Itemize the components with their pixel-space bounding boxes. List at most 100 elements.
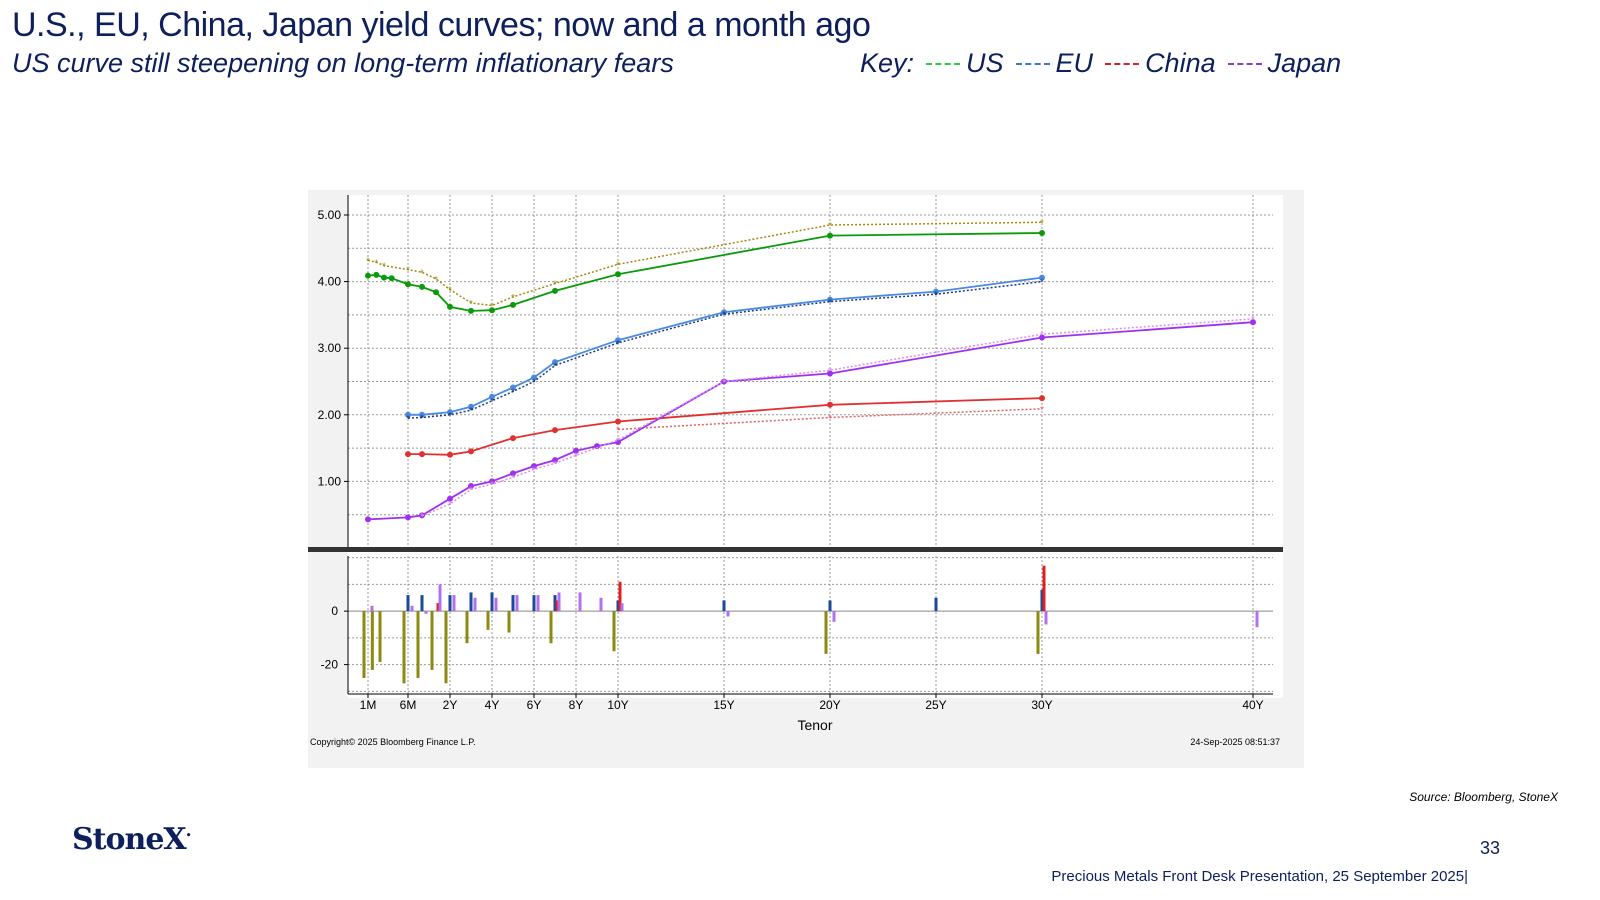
yield-point-marker: * [828, 413, 832, 424]
change-bar [618, 581, 622, 612]
yield-point [1039, 334, 1045, 341]
change-bar [616, 600, 620, 612]
copyright-text: Copyright© 2025 Bloomberg Finance L.P. [310, 737, 476, 747]
yield-point-marker: * [448, 411, 452, 422]
change-bar [555, 600, 559, 612]
change-bar [438, 584, 442, 612]
yield-point-marker: * [511, 473, 515, 484]
x-tick-label: 20Y [819, 698, 840, 712]
yield-point-marker: * [374, 258, 378, 269]
change-bar [469, 592, 473, 612]
key-dash-us [926, 62, 961, 65]
change-bar [553, 595, 557, 612]
yield-point [489, 307, 495, 314]
change-bar [448, 595, 452, 612]
change-bar [1036, 611, 1040, 654]
yield-point-marker: * [1040, 278, 1044, 289]
x-tick-label: 4Y [485, 698, 500, 712]
x-tick-label: 30Y [1031, 698, 1052, 712]
x-tick-label: 40Y [1242, 698, 1263, 712]
source-note: Source: Bloomberg, StoneX [1409, 790, 1558, 804]
yield-point [447, 451, 453, 458]
grid-lines [348, 195, 1273, 694]
yield-point [552, 287, 558, 294]
yield-point [1039, 395, 1045, 402]
change-bar [1040, 589, 1044, 612]
change-bar [416, 611, 420, 678]
change-bar [473, 597, 477, 612]
yield-point-marker: * [448, 500, 452, 511]
change-bar [452, 595, 456, 612]
yield-point-marker: * [616, 339, 620, 350]
yield-point-marker: * [448, 286, 452, 297]
change-bar [620, 603, 624, 612]
yield-point [381, 274, 388, 281]
x-tick-label: 2Y [443, 698, 458, 712]
yield-point [1250, 319, 1256, 326]
change-bar [557, 592, 561, 612]
key-dash-japan [1227, 62, 1262, 65]
yield-point [573, 447, 579, 454]
yield-point [510, 384, 516, 391]
yield-point [1039, 229, 1045, 236]
key-label: Key: [860, 48, 915, 78]
yield-point [365, 516, 371, 523]
yield-point [447, 303, 453, 310]
change-bar [511, 595, 515, 612]
change-bar [536, 595, 540, 612]
change-bar [828, 600, 832, 612]
yield-point-marker: * [574, 451, 578, 462]
change-bar [402, 611, 406, 684]
axes: 1.00 2.00 3.00 4.00 5.00 0 -20 1M 6M 2Y 4Y 6Y 8Y 10Y 1… [318, 195, 1273, 712]
yield-point-marker: * [469, 485, 473, 496]
bottom-panel-background [348, 555, 1283, 698]
yield-point [594, 443, 600, 450]
yield-point [827, 370, 833, 377]
change-bar [532, 595, 536, 612]
change-bar [362, 611, 366, 678]
yield-point [468, 403, 474, 410]
timestamp-text: 24-Sep-2025 08:51:37 [1190, 737, 1280, 747]
change-bar [934, 597, 938, 612]
yield-curve-line [617, 408, 1043, 431]
key-item-us: US [926, 48, 1004, 79]
yield-point [419, 283, 425, 290]
yield-point [827, 401, 833, 408]
yield-point-marker: * [553, 459, 557, 470]
yield-point-marker: * [553, 280, 557, 291]
change-bar [420, 595, 424, 612]
change-bar [486, 611, 490, 630]
change-bar [1255, 611, 1259, 628]
yield-point-marker: * [553, 362, 557, 373]
yield-point-marker: * [406, 414, 410, 425]
yield-point [1039, 274, 1045, 281]
yield-lines: * * * * * * * * * * * * * * * * * * * * * * * * * * * * * * * * * * * * * * * *… [365, 218, 1256, 523]
yield-point-marker: * [1251, 315, 1255, 326]
slide-subtitle: US curve still steepening on long-term i… [12, 48, 674, 78]
yield-point [468, 483, 474, 490]
yield-point [489, 478, 495, 485]
yield-curve-line [367, 221, 1043, 307]
yield-point-marker: * [490, 397, 494, 408]
yield-point [615, 337, 621, 344]
key-label-china: China [1145, 48, 1216, 78]
change-bar [507, 611, 511, 633]
yield-curve-chart-svg: * * * * * * * * * * * * * * * * * * * * * * * * * * * * * * * * * * * * * * * *… [308, 190, 1304, 768]
yield-point [419, 411, 425, 418]
page-number: 33 [1480, 838, 1501, 858]
key-label-eu: EU [1055, 48, 1094, 78]
yield-point-marker: * [532, 465, 536, 476]
yield-point [468, 448, 474, 455]
yield-point-marker: * [420, 413, 424, 424]
y-tick-label: 1.00 [318, 474, 342, 488]
key-label-us: US [966, 48, 1004, 78]
yield-point [510, 301, 516, 308]
x-tick-label: 25Y [925, 698, 946, 712]
change-bar [599, 597, 603, 612]
yield-point [419, 451, 425, 458]
yield-point [827, 232, 833, 239]
change-bar [824, 611, 828, 654]
change-bar [578, 592, 582, 612]
key-item-china: China [1105, 48, 1216, 79]
yield-point-marker: * [469, 299, 473, 310]
